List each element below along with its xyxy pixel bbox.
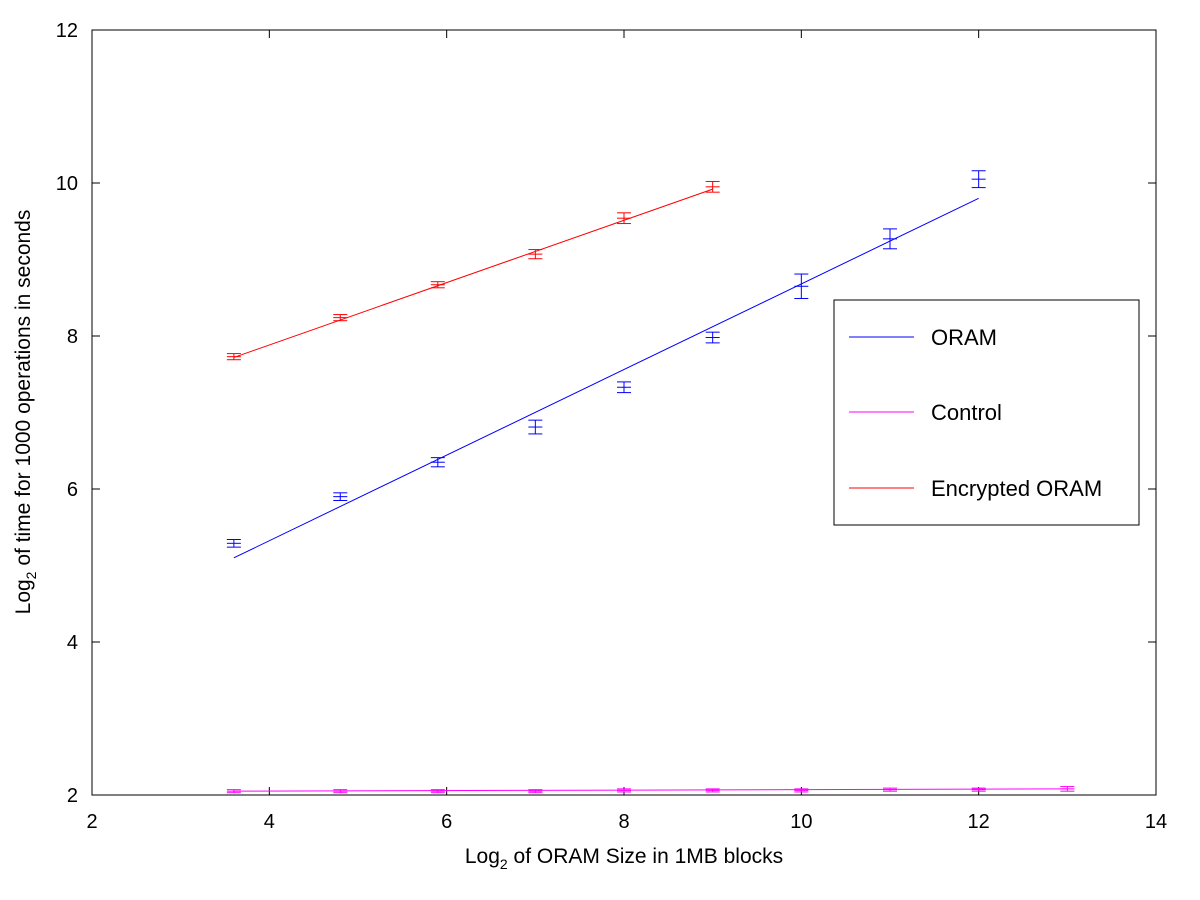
fit-line-encrypted-oram (233, 188, 713, 358)
error-bar-encrypted-oram (617, 212, 631, 225)
error-bar-control (430, 789, 445, 794)
legend-label-encrypted-oram: Encrypted ORAM (931, 476, 1102, 501)
x-tick-label: 6 (441, 811, 452, 833)
y-tick-label: 6 (67, 479, 78, 501)
error-bar-control (1060, 786, 1075, 792)
x-tick-label: 14 (1145, 811, 1167, 833)
y-tick-label: 12 (56, 20, 78, 42)
x-tick-label: 12 (968, 811, 990, 833)
error-bar-control (617, 788, 631, 793)
error-bar-control (528, 789, 543, 794)
y-tick-label: 2 (67, 785, 78, 807)
legend-label-oram: ORAM (931, 325, 997, 350)
fit-line-oram (233, 197, 979, 559)
error-bar-oram (971, 170, 986, 189)
error-bar-oram (794, 273, 809, 300)
error-bar-control (705, 788, 720, 793)
x-axis-label: Log2 of ORAM Size in 1MB blocks (465, 845, 783, 872)
axis-ticks: 2 4 6 8 10 12 14 2 4 6 8 10 12 (56, 20, 1167, 833)
x-tick-label: 8 (618, 811, 629, 833)
legend-label-control: Control (931, 400, 1002, 425)
error-bar-control (794, 788, 809, 793)
y-tick-label: 8 (67, 326, 78, 348)
error-bars (226, 170, 1075, 794)
y-tick-label: 4 (67, 632, 78, 654)
error-bar-oram (226, 538, 241, 548)
error-bar-encrypted-oram (705, 180, 720, 193)
error-bar-oram (617, 381, 631, 394)
error-bar-control (226, 789, 241, 794)
x-tick-label: 4 (264, 811, 275, 833)
error-bar-control (971, 787, 986, 792)
error-bar-control (333, 789, 348, 794)
error-bar-oram (883, 228, 897, 250)
error-bar-encrypted-oram (430, 281, 445, 289)
error-bar-oram (705, 331, 720, 344)
error-bar-control (883, 787, 897, 792)
error-bar-oram (333, 492, 348, 501)
error-bar-encrypted-oram (226, 353, 241, 361)
fit-line-control (233, 788, 1068, 792)
y-axis-label: Log2 of time for 1000 operations in seco… (12, 210, 39, 615)
error-bar-oram (430, 457, 445, 468)
fit-lines (233, 188, 1068, 792)
error-bar-oram (528, 419, 543, 435)
x-tick-label: 10 (790, 811, 812, 833)
legend: ORAM Control Encrypted ORAM (833, 299, 1140, 526)
x-tick-label: 2 (86, 811, 97, 833)
error-bar-encrypted-oram (333, 314, 348, 322)
error-bar-encrypted-oram (528, 249, 543, 260)
y-tick-label: 10 (56, 173, 78, 195)
